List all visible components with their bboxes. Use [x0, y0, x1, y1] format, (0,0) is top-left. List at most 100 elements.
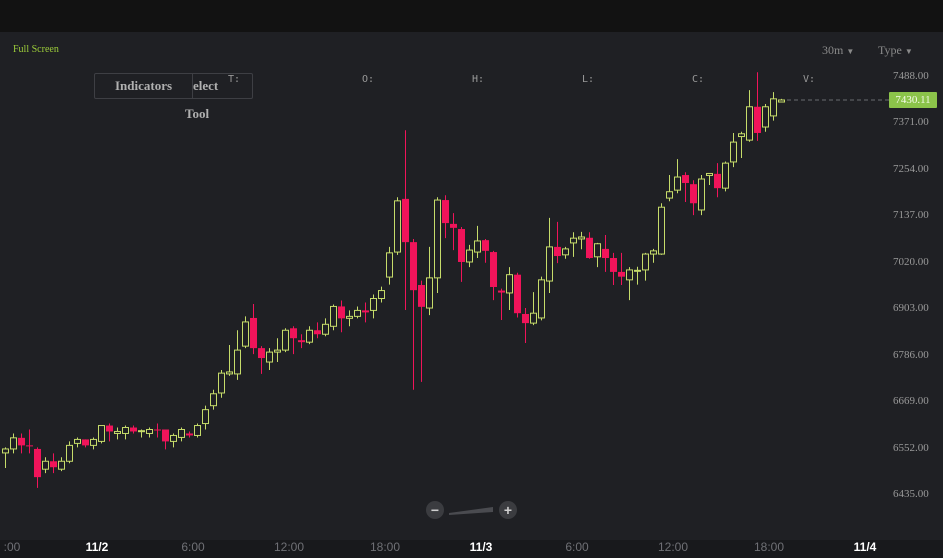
candle-up — [546, 217, 553, 293]
candle-down — [482, 238, 489, 263]
candle-body — [242, 321, 249, 347]
candle-body — [594, 243, 601, 258]
candle-body — [450, 223, 457, 228]
candle-body — [770, 98, 777, 117]
last-price-tag: 7430.11 — [889, 91, 937, 108]
candle-body — [170, 434, 177, 442]
candle-down — [442, 195, 449, 239]
candle-up — [570, 232, 577, 257]
candle-up — [282, 328, 289, 353]
candle-body — [530, 312, 537, 324]
candle-up — [370, 294, 377, 319]
candle-body — [642, 253, 649, 271]
zoom-in-button[interactable]: + — [499, 501, 517, 519]
candle-body — [426, 277, 433, 309]
chevron-down-icon: ▼ — [846, 47, 855, 56]
candle-body — [274, 349, 281, 353]
candle-down — [450, 213, 457, 251]
close-label: C: — [692, 74, 705, 85]
period-dropdown[interactable]: 30m ▼ — [822, 43, 854, 58]
candle-body — [58, 460, 65, 470]
candle-body — [90, 438, 97, 446]
price-tick-label: 7137.00 — [893, 209, 929, 222]
candle-up — [666, 175, 673, 202]
candle-body — [82, 439, 89, 446]
candle-body — [706, 172, 713, 176]
candle-up — [178, 427, 185, 442]
candle-body — [394, 200, 401, 253]
candle-body — [474, 240, 481, 253]
candle-up — [642, 252, 649, 281]
candle-body — [322, 323, 329, 335]
candle-body — [2, 448, 9, 454]
candle-body — [482, 240, 489, 251]
candle-body — [370, 298, 377, 311]
candle-body — [50, 461, 57, 468]
candle-up — [562, 246, 569, 259]
candle-body — [602, 248, 609, 259]
candle-up — [762, 103, 769, 132]
candle-down — [618, 252, 625, 286]
candle-down — [610, 252, 617, 286]
top-bar — [0, 0, 943, 32]
candle-up — [266, 348, 273, 370]
candle-body — [410, 242, 417, 291]
candle-down — [34, 447, 41, 488]
candle-body — [522, 313, 529, 324]
candle-body — [130, 427, 137, 432]
candle-down — [458, 227, 465, 282]
candle-up — [306, 326, 313, 345]
candle-down — [362, 302, 369, 323]
candle-body — [666, 191, 673, 199]
candle-down — [602, 234, 609, 272]
open-label: O: — [362, 74, 375, 85]
candle-body — [378, 290, 385, 300]
price-tick-label: 6435.00 — [893, 488, 929, 500]
candle-up — [354, 306, 361, 319]
candle-up — [634, 266, 641, 285]
tool-button[interactable]: Tool — [185, 106, 210, 121]
candle-body — [106, 425, 113, 432]
candle-body — [218, 372, 225, 394]
indicators-button[interactable]: Indicators — [95, 74, 193, 98]
full-screen-button[interactable]: Full Screen — [13, 44, 59, 55]
candle-down — [26, 429, 33, 454]
candle-down — [410, 238, 417, 390]
candle-down — [290, 326, 297, 355]
candle-body — [698, 178, 705, 211]
select-dropdown[interactable]: elect — [193, 78, 219, 93]
candle-body — [626, 269, 633, 281]
candle-body — [778, 99, 785, 103]
candle-up — [394, 197, 401, 255]
candle-down — [554, 221, 561, 264]
candle-up — [42, 457, 49, 474]
candle-body — [490, 252, 497, 287]
candle-body — [234, 349, 241, 375]
candle-body — [570, 237, 577, 244]
candle-up — [90, 437, 97, 450]
time-tick-label: 11/2 — [85, 540, 109, 554]
candle-up — [378, 286, 385, 303]
low-label: L: — [582, 74, 595, 85]
candle-up — [226, 344, 233, 376]
candle-down — [498, 288, 505, 320]
zoom-slider[interactable] — [449, 507, 493, 515]
chart-area[interactable] — [0, 32, 943, 540]
type-dropdown[interactable]: Type ▼ — [878, 43, 913, 58]
candle-body — [122, 427, 129, 434]
price-tick-label: 6786.00 — [893, 348, 929, 361]
candle-up — [578, 231, 585, 250]
candle-up — [746, 90, 753, 142]
candle-up — [474, 225, 481, 259]
candle-body — [562, 248, 569, 256]
candle-body — [746, 106, 753, 141]
candle-body — [210, 393, 217, 407]
candle-body — [362, 310, 369, 313]
candle-down — [682, 172, 689, 203]
candle-down — [258, 346, 265, 374]
candle-up — [650, 248, 657, 263]
zoom-out-button[interactable]: − — [426, 501, 444, 519]
candle-body — [338, 306, 345, 319]
time-label: T: — [228, 74, 241, 85]
